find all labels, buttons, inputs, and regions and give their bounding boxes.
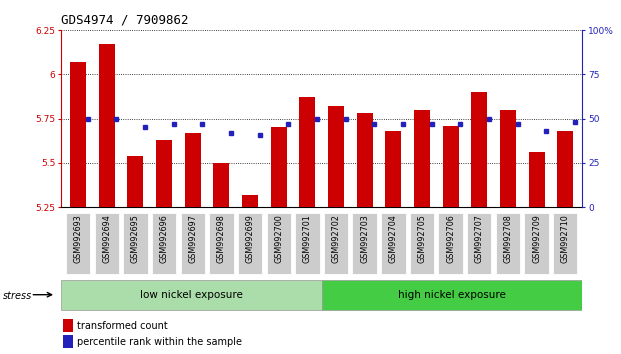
Bar [214, 163, 229, 207]
Text: GSM992708: GSM992708 [504, 215, 512, 263]
Text: GSM992695: GSM992695 [131, 215, 140, 263]
Text: GSM992700: GSM992700 [274, 215, 283, 263]
FancyBboxPatch shape [410, 213, 434, 274]
FancyBboxPatch shape [496, 213, 520, 274]
FancyBboxPatch shape [123, 213, 148, 274]
Text: GSM992701: GSM992701 [303, 215, 312, 263]
Text: GSM992705: GSM992705 [417, 215, 427, 263]
Text: stress: stress [3, 291, 32, 301]
Bar [386, 131, 401, 207]
Bar [299, 97, 315, 207]
FancyBboxPatch shape [152, 213, 176, 274]
Text: transformed count: transformed count [76, 321, 167, 331]
Bar [185, 133, 201, 207]
FancyBboxPatch shape [238, 213, 262, 274]
FancyBboxPatch shape [94, 213, 119, 274]
Bar [328, 106, 344, 207]
Text: GDS4974 / 7909862: GDS4974 / 7909862 [61, 13, 188, 27]
FancyBboxPatch shape [324, 213, 348, 274]
Bar [127, 156, 143, 207]
Text: GSM992704: GSM992704 [389, 215, 398, 263]
FancyBboxPatch shape [438, 213, 463, 274]
Bar [156, 140, 172, 207]
Bar [70, 62, 86, 207]
FancyBboxPatch shape [467, 213, 491, 274]
Text: GSM992709: GSM992709 [532, 215, 541, 263]
Bar [558, 131, 573, 207]
FancyBboxPatch shape [266, 213, 291, 274]
FancyBboxPatch shape [553, 213, 578, 274]
Text: GSM992693: GSM992693 [73, 215, 83, 263]
Text: GSM992697: GSM992697 [188, 215, 197, 263]
FancyBboxPatch shape [66, 213, 90, 274]
Bar [271, 127, 286, 207]
Bar [471, 92, 487, 207]
Text: high nickel exposure: high nickel exposure [398, 290, 506, 300]
FancyBboxPatch shape [322, 280, 582, 310]
Bar [99, 44, 115, 207]
Text: GSM992706: GSM992706 [446, 215, 455, 263]
Text: GSM992699: GSM992699 [245, 215, 255, 263]
FancyBboxPatch shape [61, 280, 322, 310]
Text: GSM992702: GSM992702 [332, 215, 340, 263]
Bar [500, 110, 516, 207]
Bar [63, 335, 73, 348]
Text: GSM992707: GSM992707 [475, 215, 484, 263]
FancyBboxPatch shape [525, 213, 549, 274]
Text: GSM992703: GSM992703 [360, 215, 369, 263]
Bar [357, 113, 373, 207]
Text: GSM992698: GSM992698 [217, 215, 226, 263]
Bar [242, 195, 258, 207]
Text: GSM992710: GSM992710 [561, 215, 570, 263]
FancyBboxPatch shape [181, 213, 205, 274]
Bar [414, 110, 430, 207]
Bar [528, 152, 545, 207]
FancyBboxPatch shape [381, 213, 406, 274]
FancyBboxPatch shape [353, 213, 377, 274]
FancyBboxPatch shape [295, 213, 320, 274]
Bar [63, 319, 73, 332]
Bar [443, 126, 458, 207]
FancyBboxPatch shape [209, 213, 233, 274]
Text: GSM992696: GSM992696 [160, 215, 168, 263]
Text: GSM992694: GSM992694 [102, 215, 111, 263]
Text: percentile rank within the sample: percentile rank within the sample [76, 337, 242, 347]
Text: low nickel exposure: low nickel exposure [140, 290, 243, 300]
